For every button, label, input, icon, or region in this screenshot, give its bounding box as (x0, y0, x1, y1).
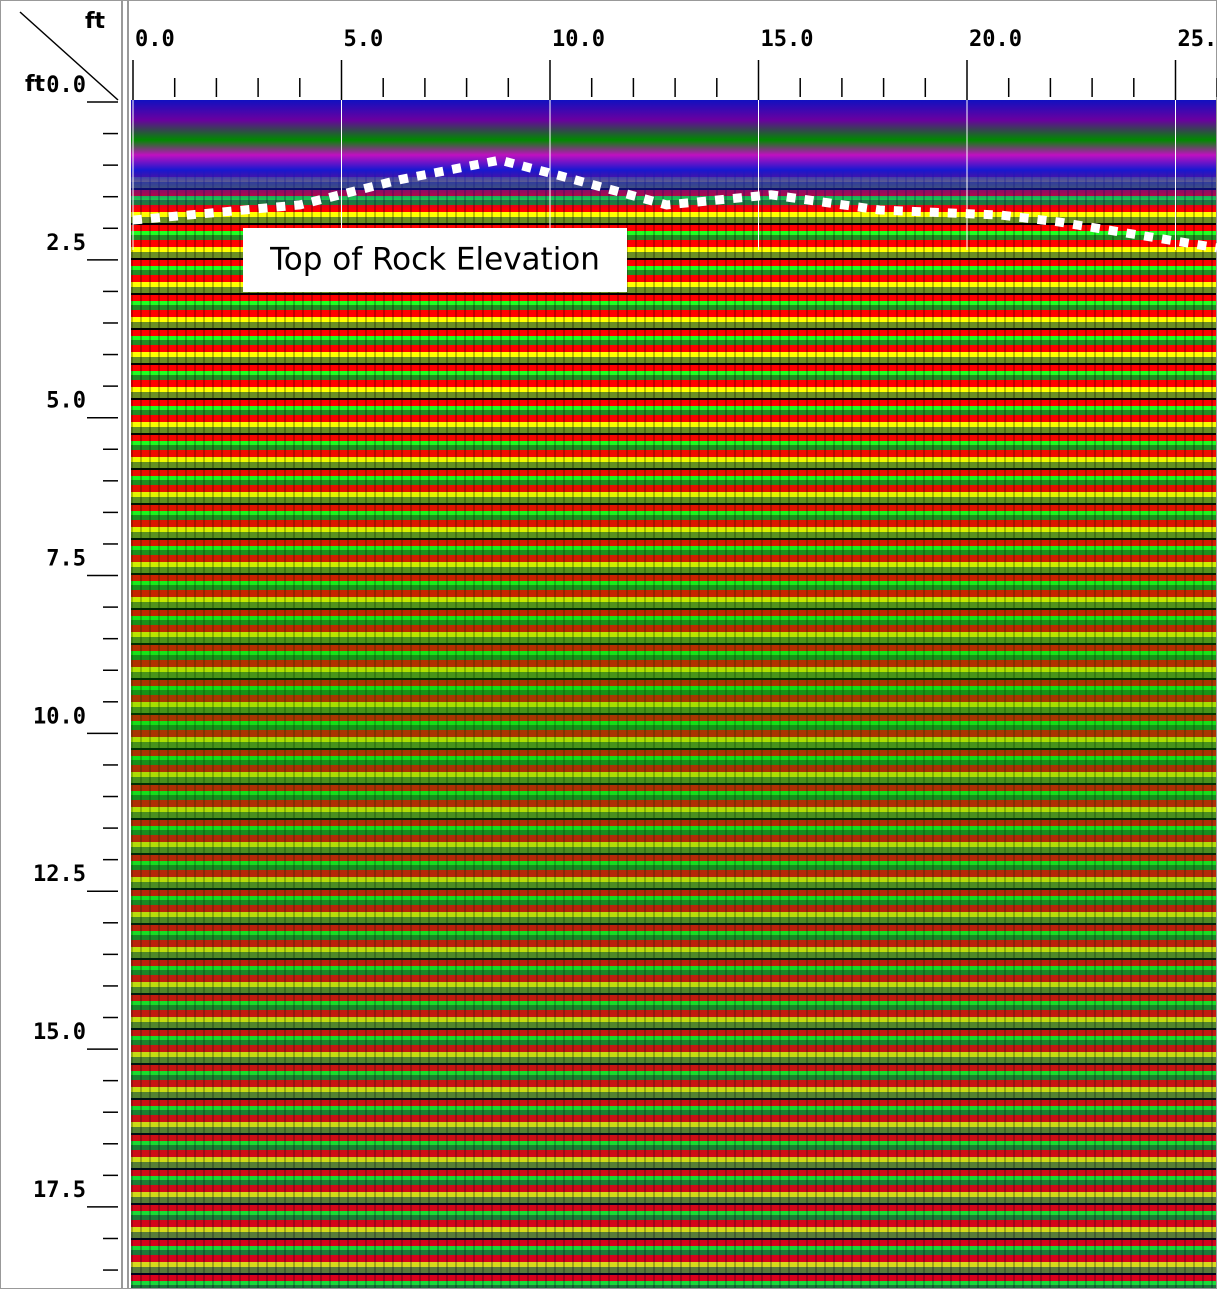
y-tick-label: 10.0 (33, 704, 86, 729)
y-tick-label: 7.5 (46, 547, 86, 572)
y-tick-label: 5.0 (46, 389, 86, 414)
y-tick-label: 0.0 (46, 73, 86, 98)
rock-line (132, 155, 1217, 253)
radargram-shade (131, 100, 1217, 1289)
y-tick-label: 2.5 (46, 231, 86, 256)
x-tick-label: 20.0 (969, 27, 1022, 52)
x-unit: ft (85, 9, 106, 34)
x-tick-label: 15.0 (761, 27, 814, 52)
y-unit: ft (25, 72, 46, 97)
x-tick-label: 10.0 (552, 27, 605, 52)
x-tick-label: 5.0 (344, 27, 384, 52)
y-tick-label: 17.5 (33, 1178, 86, 1203)
y-tick-label: 12.5 (33, 862, 86, 887)
annotation-box (243, 228, 627, 292)
corner-diagonal (19, 11, 119, 101)
x-tick-label: 0.0 (135, 27, 175, 52)
x-tick-label: 25.0 (1178, 27, 1217, 52)
radargram (131, 100, 1217, 1289)
annotation: Top of Rock Elevation (269, 242, 600, 278)
y-tick-label: 15.0 (33, 1020, 86, 1045)
